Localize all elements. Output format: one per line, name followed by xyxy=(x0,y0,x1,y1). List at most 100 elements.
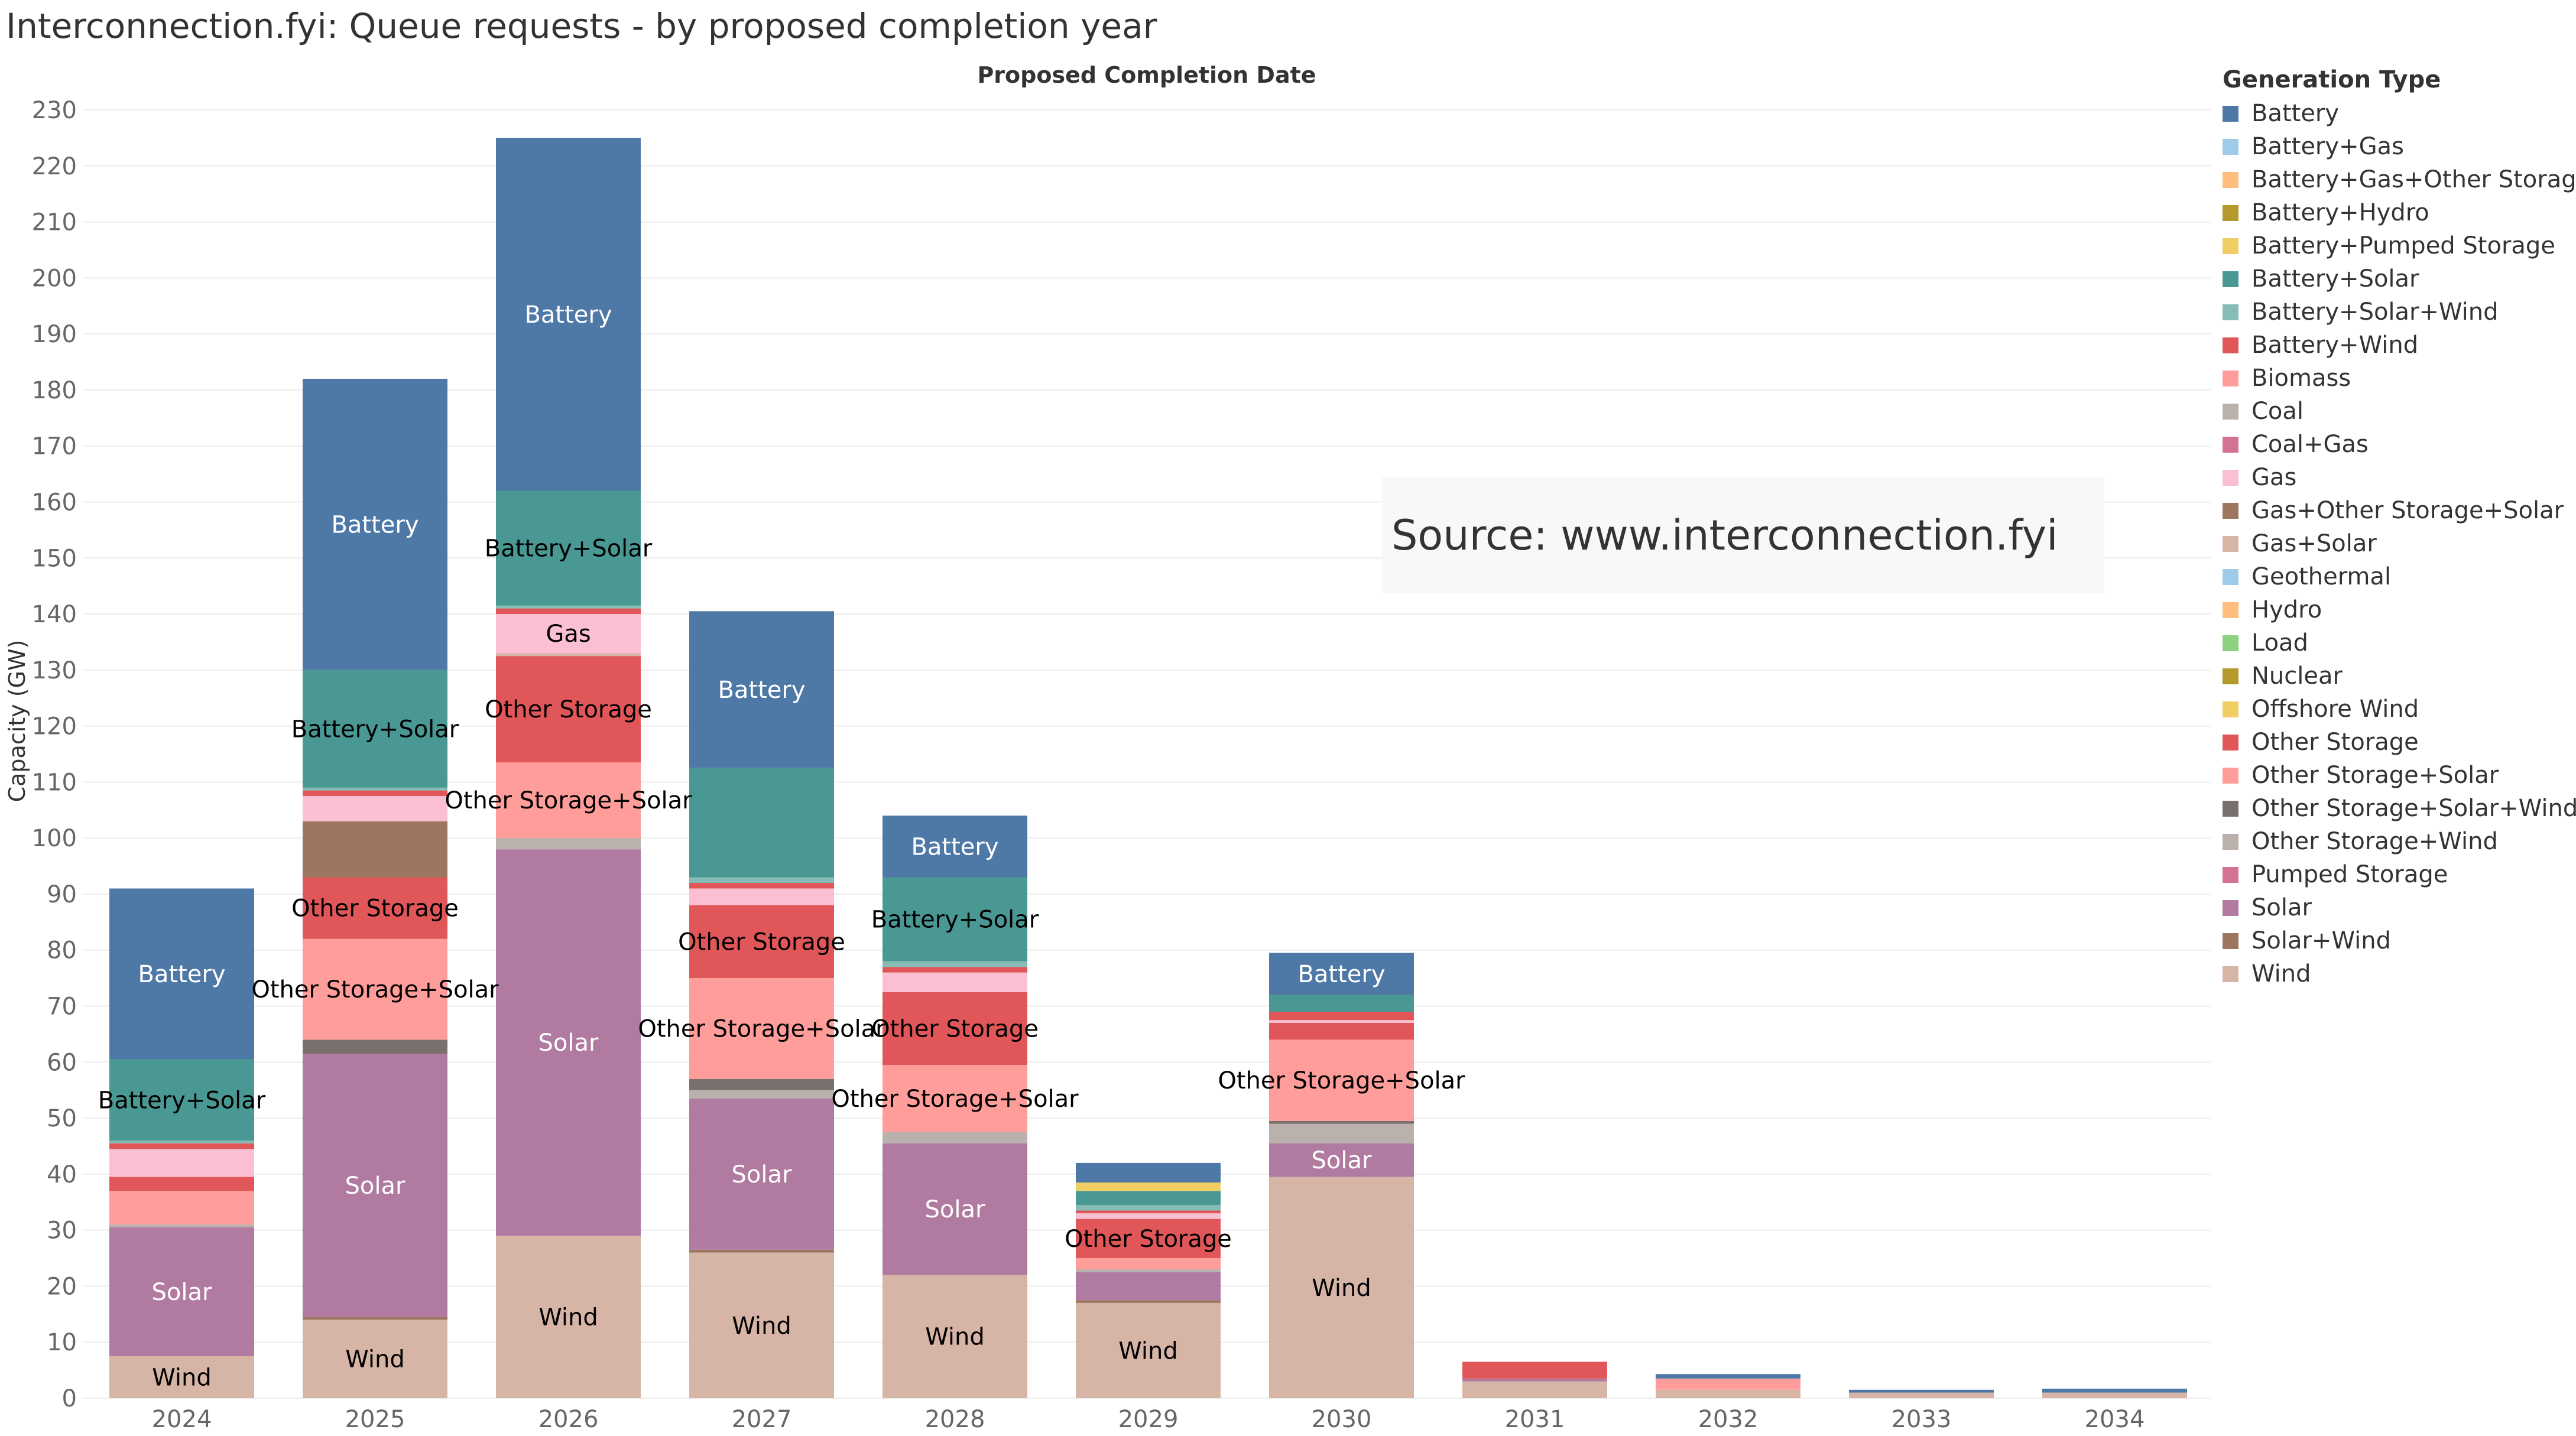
legend-label: Offshore Wind xyxy=(2251,696,2419,723)
legend-item[interactable]: Battery+Hydro xyxy=(2223,196,2576,229)
segment-label: Battery xyxy=(1297,961,1385,988)
legend-item[interactable]: Other Storage+Solar+Wind xyxy=(2223,792,2576,825)
page-title: Interconnection.fyi: Queue requests - by… xyxy=(6,6,1157,46)
segment-label: Other Storage+Solar xyxy=(831,1086,1079,1113)
legend-swatch xyxy=(2223,701,2238,717)
legend-item[interactable]: Other Storage+Solar xyxy=(2223,759,2576,792)
bar-segment xyxy=(303,787,447,791)
bar-segment xyxy=(883,961,1027,967)
bar-segment xyxy=(496,490,641,606)
bar-segment xyxy=(689,1098,834,1250)
legend-swatch xyxy=(2223,767,2238,784)
bar-segment xyxy=(496,656,641,763)
legend-swatch xyxy=(2223,800,2238,817)
x-tick-label: 2033 xyxy=(1892,1406,1952,1433)
legend-item[interactable]: Battery+Wind xyxy=(2223,329,2576,362)
segment-label: Battery+Solar xyxy=(98,1087,266,1114)
legend-swatch xyxy=(2223,635,2238,651)
legend-item[interactable]: Battery xyxy=(2223,97,2576,130)
y-tick-label: 90 xyxy=(47,881,77,908)
y-axis-ticks: 0 10 20 30 40 50 60 70 80 90 100 110 120 130 140 150 160… xyxy=(32,97,77,1412)
bar-segment xyxy=(883,972,1027,992)
segment-label: Other Storage+Solar xyxy=(638,1015,885,1042)
bar-segment xyxy=(1656,1389,1800,1398)
bar-segment xyxy=(1076,1258,1221,1269)
bar-segment xyxy=(109,1177,254,1191)
x-tick-label: 2029 xyxy=(1118,1406,1179,1433)
y-tick-label: 140 xyxy=(32,601,77,628)
segment-label: Wind xyxy=(345,1346,405,1373)
legend-label: Coal xyxy=(2251,398,2304,425)
segment-label: Other Storage xyxy=(871,1015,1039,1042)
segment-label: Other Storage xyxy=(678,929,845,956)
legend-item[interactable]: Biomass xyxy=(2223,362,2576,395)
legend-swatch xyxy=(2223,933,2238,949)
legend-item[interactable]: Battery+Solar xyxy=(2223,262,2576,295)
bar-segment xyxy=(303,821,447,878)
legend-item[interactable]: Gas xyxy=(2223,461,2576,494)
legend-label: Biomass xyxy=(2251,365,2351,392)
legend-item[interactable]: Solar xyxy=(2223,891,2576,924)
bar-segment xyxy=(1269,1012,1414,1021)
bar-segment xyxy=(1269,1177,1414,1398)
legend-item[interactable]: Pumped Storage xyxy=(2223,858,2576,891)
segment-label: Other Storage xyxy=(291,895,459,922)
bar-segment xyxy=(303,1054,447,1317)
legend: Generation Type Battery Battery+Gas Batter… xyxy=(2223,66,2576,990)
legend-item[interactable]: Other Storage+Wind xyxy=(2223,825,2576,858)
segment-label: Other Storage xyxy=(1065,1226,1232,1253)
legend-swatch xyxy=(2223,436,2238,453)
legend-item[interactable]: Coal xyxy=(2223,395,2576,428)
legend-item[interactable]: Gas+Solar xyxy=(2223,527,2576,560)
bar-segment xyxy=(496,605,641,609)
legend-item[interactable]: Other Storage xyxy=(2223,726,2576,759)
legend-label: Other Storage+Wind xyxy=(2251,828,2498,855)
segment-label: Solar xyxy=(732,1161,792,1188)
legend-item[interactable]: Load xyxy=(2223,626,2576,659)
legend-label: Solar+Wind xyxy=(2251,927,2391,954)
legend-swatch xyxy=(2223,568,2238,585)
segment-label: Other Storage xyxy=(485,696,652,723)
bar-segment xyxy=(1076,1205,1221,1211)
legend-item[interactable]: Nuclear xyxy=(2223,659,2576,693)
bar-segment xyxy=(689,877,834,883)
legend-item[interactable]: Battery+Gas xyxy=(2223,130,2576,163)
legend-item[interactable]: Gas+Other Storage+Solar xyxy=(2223,494,2576,527)
chart-title: Proposed Completion Date xyxy=(977,62,1316,88)
segment-label: Wind xyxy=(732,1312,791,1340)
legend-item[interactable]: Wind xyxy=(2223,957,2576,990)
legend-swatch xyxy=(2223,502,2238,519)
legend-swatch xyxy=(2223,469,2238,486)
legend-item[interactable]: Battery+Gas+Other Storage xyxy=(2223,163,2576,196)
legend-item[interactable]: Offshore Wind xyxy=(2223,693,2576,726)
bar-segment xyxy=(496,762,641,839)
y-tick-label: 10 xyxy=(47,1329,77,1356)
bar-segment xyxy=(883,1275,1027,1398)
segment-label: Other Storage+Solar xyxy=(1218,1067,1465,1094)
legend-swatch xyxy=(2223,668,2238,684)
y-tick-label: 190 xyxy=(32,321,77,348)
segment-label: Solar xyxy=(152,1279,212,1306)
y-tick-label: 150 xyxy=(32,545,77,572)
bar-segment xyxy=(1269,1022,1414,1040)
legend-item[interactable]: Solar+Wind xyxy=(2223,924,2576,957)
legend-item[interactable]: Battery+Solar+Wind xyxy=(2223,295,2576,329)
legend-item[interactable]: Hydro xyxy=(2223,593,2576,626)
x-tick-label: 2034 xyxy=(2085,1406,2145,1433)
bar-segment xyxy=(1076,1210,1221,1214)
bar-segment xyxy=(496,838,641,850)
x-tick-label: 2032 xyxy=(1698,1406,1759,1433)
segment-label: Battery xyxy=(138,961,225,988)
legend-item[interactable]: Battery+Pumped Storage xyxy=(2223,229,2576,262)
bar-segment xyxy=(883,877,1027,961)
bar-segment xyxy=(1076,1300,1221,1303)
bar-segment xyxy=(883,1143,1027,1275)
bar-segment xyxy=(1849,1389,1994,1393)
legend-item[interactable]: Geothermal xyxy=(2223,560,2576,593)
y-axis-label: Capacity (GW) xyxy=(4,640,30,803)
bar-segment xyxy=(689,1252,834,1398)
bar-segment xyxy=(1269,1020,1414,1023)
legend-item[interactable]: Coal+Gas xyxy=(2223,428,2576,461)
bar-segment xyxy=(1656,1374,1800,1379)
bar-segment xyxy=(109,1227,254,1356)
